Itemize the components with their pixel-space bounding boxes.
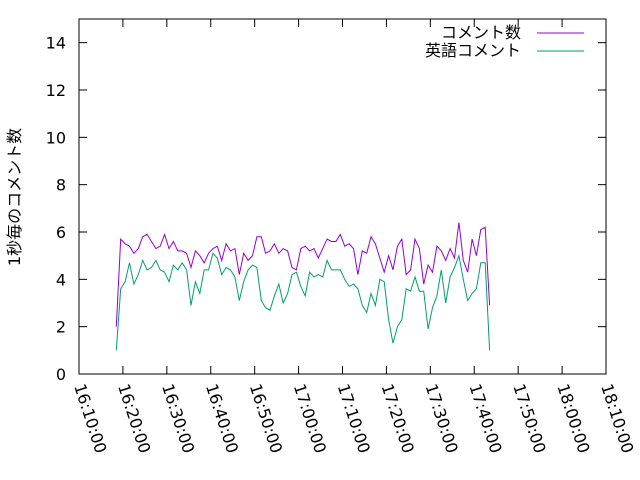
x-tick-label: 17:20:00: [378, 381, 418, 455]
y-tick-label: 0: [56, 365, 66, 384]
x-tick-label: 17:10:00: [334, 381, 374, 455]
x-tick-label: 17:30:00: [422, 381, 462, 455]
x-tick-label: 17:00:00: [290, 381, 330, 455]
y-tick-label: 10: [46, 128, 66, 147]
x-tick-label: 18:10:00: [597, 381, 637, 455]
x-tick-label: 18:00:00: [553, 381, 593, 455]
y-tick-label: 6: [56, 223, 66, 242]
legend-label-2: 英語コメント: [425, 41, 521, 60]
x-tick-label: 17:50:00: [509, 381, 549, 455]
y-tick-label: 2: [56, 318, 66, 337]
y-tick-label: 14: [46, 34, 66, 53]
y-tick-label: 12: [46, 81, 66, 100]
x-tick-label: 16:40:00: [202, 381, 242, 455]
plot-border: [78, 18, 607, 375]
y-tick-label: 8: [56, 176, 66, 195]
x-tick-label: 16:20:00: [114, 381, 154, 455]
x-tick-label: 16:10:00: [70, 381, 110, 455]
x-tick-label: 16:30:00: [158, 381, 198, 455]
series-layer: [115, 222, 491, 351]
series-line-2: [115, 252, 491, 351]
plot-area: [78, 18, 607, 375]
legend-label-1: コメント数: [441, 23, 521, 42]
series-line-1: [115, 222, 491, 327]
y-tick-label: 4: [56, 270, 66, 289]
x-tick-label: 16:50:00: [246, 381, 286, 455]
y-axis-ticks: 0 2 4 6 8 10 12 14: [46, 34, 606, 384]
y-axis-label: 1秒毎のコメント数: [5, 128, 24, 266]
x-tick-label: 17:40:00: [465, 381, 505, 455]
x-axis-ticks: 16:10:00 16:20:00 16:30:00 16:40:00 16:50:00…: [70, 19, 637, 456]
